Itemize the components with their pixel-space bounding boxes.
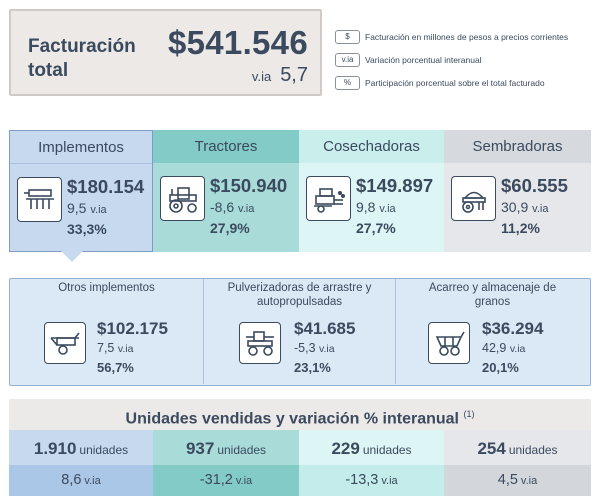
- units-cosechadoras: 229 unidades -13,3 v.ia: [299, 430, 444, 496]
- units-count: 254: [477, 439, 506, 458]
- legend-text: Participación porcentual sobre el total …: [365, 77, 545, 88]
- subcategory-amount: $41.685: [294, 319, 356, 338]
- legend-item: % Participación porcentual sobre el tota…: [335, 71, 568, 94]
- category-share: 33,3%: [67, 221, 107, 237]
- category-amount: $150.940: [210, 175, 288, 196]
- units-count-unit: unidades: [508, 443, 558, 457]
- variation-unit: v.ia: [319, 343, 335, 355]
- category-variation: 9,8 v.ia: [356, 197, 433, 219]
- units-implementos: 1.910 unidades 8,6 v.ia: [9, 430, 153, 496]
- category-variation: 9,5 v.ia: [67, 198, 144, 220]
- variation-unit: v.ia: [90, 204, 107, 216]
- units-count-unit: unidades: [362, 443, 412, 457]
- subcategory-acarreo-almacenaje[interactable]: Acarreo y almacenaje de granos $36.294 4…: [395, 279, 589, 384]
- subcategory-name: Otros implementos: [58, 282, 155, 294]
- category-amount: $149.897: [356, 175, 434, 196]
- subcategory-variation: 7,5 v.ia: [97, 339, 168, 359]
- legend-text: Variación porcentual interanual: [365, 54, 482, 65]
- units-tractores: 937 unidades -31,2 v.ia: [153, 430, 299, 496]
- category-sembradoras[interactable]: Sembradoras $60.555 30,9 v.ia 11,2%: [444, 130, 591, 252]
- category-tractores[interactable]: Tractores $150.940 -8,6 v.ia 27,9%: [153, 130, 299, 252]
- category-share: 11,2%: [501, 220, 540, 236]
- total-billing-variation: v.ia 5,7: [252, 64, 308, 87]
- units-variation: 8,6: [61, 472, 82, 488]
- variation-unit: v.ia: [251, 69, 272, 84]
- variation-unit: v.ia: [381, 475, 398, 487]
- variation-unit: v.ia: [238, 203, 255, 215]
- subcategory-name: Pulverizadoras de arrastre y autopropuls…: [227, 282, 372, 308]
- subcategory-amount: $36.294: [482, 319, 544, 338]
- units-footnote: (1): [463, 409, 475, 419]
- units-count: 1.910: [33, 439, 77, 458]
- variation-unit: v.ia: [509, 343, 526, 355]
- units-title-text: Unidades vendidas y variación % interanu…: [125, 410, 459, 428]
- subcategory-share: 20,1%: [482, 360, 519, 375]
- units-variation: 4,5: [497, 472, 518, 488]
- variation-value: 9,5: [67, 200, 87, 216]
- legend-badge: %: [335, 75, 360, 90]
- category-implementos[interactable]: Implementos $180.154 9,5 v.ia 33,3%: [9, 130, 153, 252]
- units-variation: -31,2: [199, 472, 233, 488]
- category-amount: $60.555: [501, 175, 568, 196]
- total-billing-card: Facturación total $541.546 v.ia 5,7: [9, 9, 322, 96]
- category-name: Sembradoras: [444, 130, 591, 163]
- units-count: 229: [331, 439, 360, 458]
- variation-unit: v.ia: [84, 475, 101, 487]
- subcategory-variation: 42,9 v.ia: [482, 339, 543, 359]
- units-sembradoras: 254 unidades 4,5 v.ia: [444, 430, 591, 496]
- category-name: Implementos: [10, 131, 152, 164]
- legend-text: Facturación en millones de pesos a preci…: [365, 31, 569, 42]
- units-section-title: Unidades vendidas y variación % interanu…: [9, 399, 591, 430]
- legend-badge: v.ia: [335, 52, 360, 67]
- units-count: 937: [185, 439, 215, 458]
- variation-value: 5,7: [280, 64, 308, 86]
- variation-value: 9,8: [356, 199, 376, 215]
- subcategory-share: 23,1%: [294, 360, 331, 375]
- selection-pointer: [60, 250, 84, 262]
- implementos-breakdown: Otros implementos $102.175 7,5 v.ia 56,7…: [9, 278, 591, 386]
- units-count-unit: unidades: [79, 443, 129, 457]
- variation-unit: v.ia: [520, 475, 538, 487]
- variation-value: -8,6: [210, 199, 235, 215]
- legend-item: $ Facturación en millones de pesos a pre…: [335, 25, 568, 48]
- legend-badge: $: [335, 29, 360, 44]
- subcategory-amount: $102.175: [97, 319, 168, 338]
- variation-value: 7,5: [97, 341, 115, 355]
- variation-value: 42,9: [482, 341, 507, 355]
- category-variation: 30,9 v.ia: [501, 197, 568, 219]
- total-billing-amount: $541.546: [167, 24, 308, 61]
- legend: $ Facturación en millones de pesos a pre…: [335, 25, 568, 94]
- implement-icon: [17, 177, 62, 222]
- trailer-implement-icon: [44, 322, 86, 364]
- subcategory-share: 56,7%: [97, 360, 134, 375]
- variation-unit: v.ia: [235, 475, 253, 487]
- variation-value: -5,3: [294, 341, 316, 355]
- subcategory-otros-implementos[interactable]: Otros implementos $102.175 7,5 v.ia 56,7…: [10, 279, 203, 384]
- units-variation: -13,3: [345, 472, 379, 488]
- category-variation: -8,6 v.ia: [210, 197, 287, 219]
- grain-cart-icon: [428, 322, 470, 364]
- category-name: Cosechadoras: [299, 130, 444, 163]
- seeder-icon: [451, 176, 496, 221]
- category-share: 27,9%: [210, 220, 250, 236]
- tractor-icon: [160, 176, 205, 221]
- variation-unit: v.ia: [117, 343, 134, 355]
- variation-unit: v.ia: [532, 203, 549, 215]
- category-share: 27,7%: [356, 220, 396, 236]
- subcategory-pulverizadoras[interactable]: Pulverizadoras de arrastre y autopropuls…: [203, 279, 395, 384]
- sprayer-icon: [239, 322, 281, 364]
- category-cosechadoras[interactable]: Cosechadoras $149.897 9,8 v.ia 27,7%: [299, 130, 444, 252]
- total-billing-label: Facturación total: [28, 36, 136, 81]
- variation-unit: v.ia: [379, 203, 396, 215]
- harvester-icon: [306, 176, 351, 221]
- subcategory-variation: -5,3 v.ia: [294, 339, 355, 359]
- subcategory-name: Acarreo y almacenaje de granos: [428, 282, 557, 308]
- category-name: Tractores: [153, 130, 299, 163]
- variation-value: 30,9: [501, 199, 529, 215]
- legend-item: v.ia Variación porcentual interanual: [335, 48, 568, 71]
- category-amount: $180.154: [67, 176, 145, 197]
- units-count-unit: unidades: [217, 443, 267, 457]
